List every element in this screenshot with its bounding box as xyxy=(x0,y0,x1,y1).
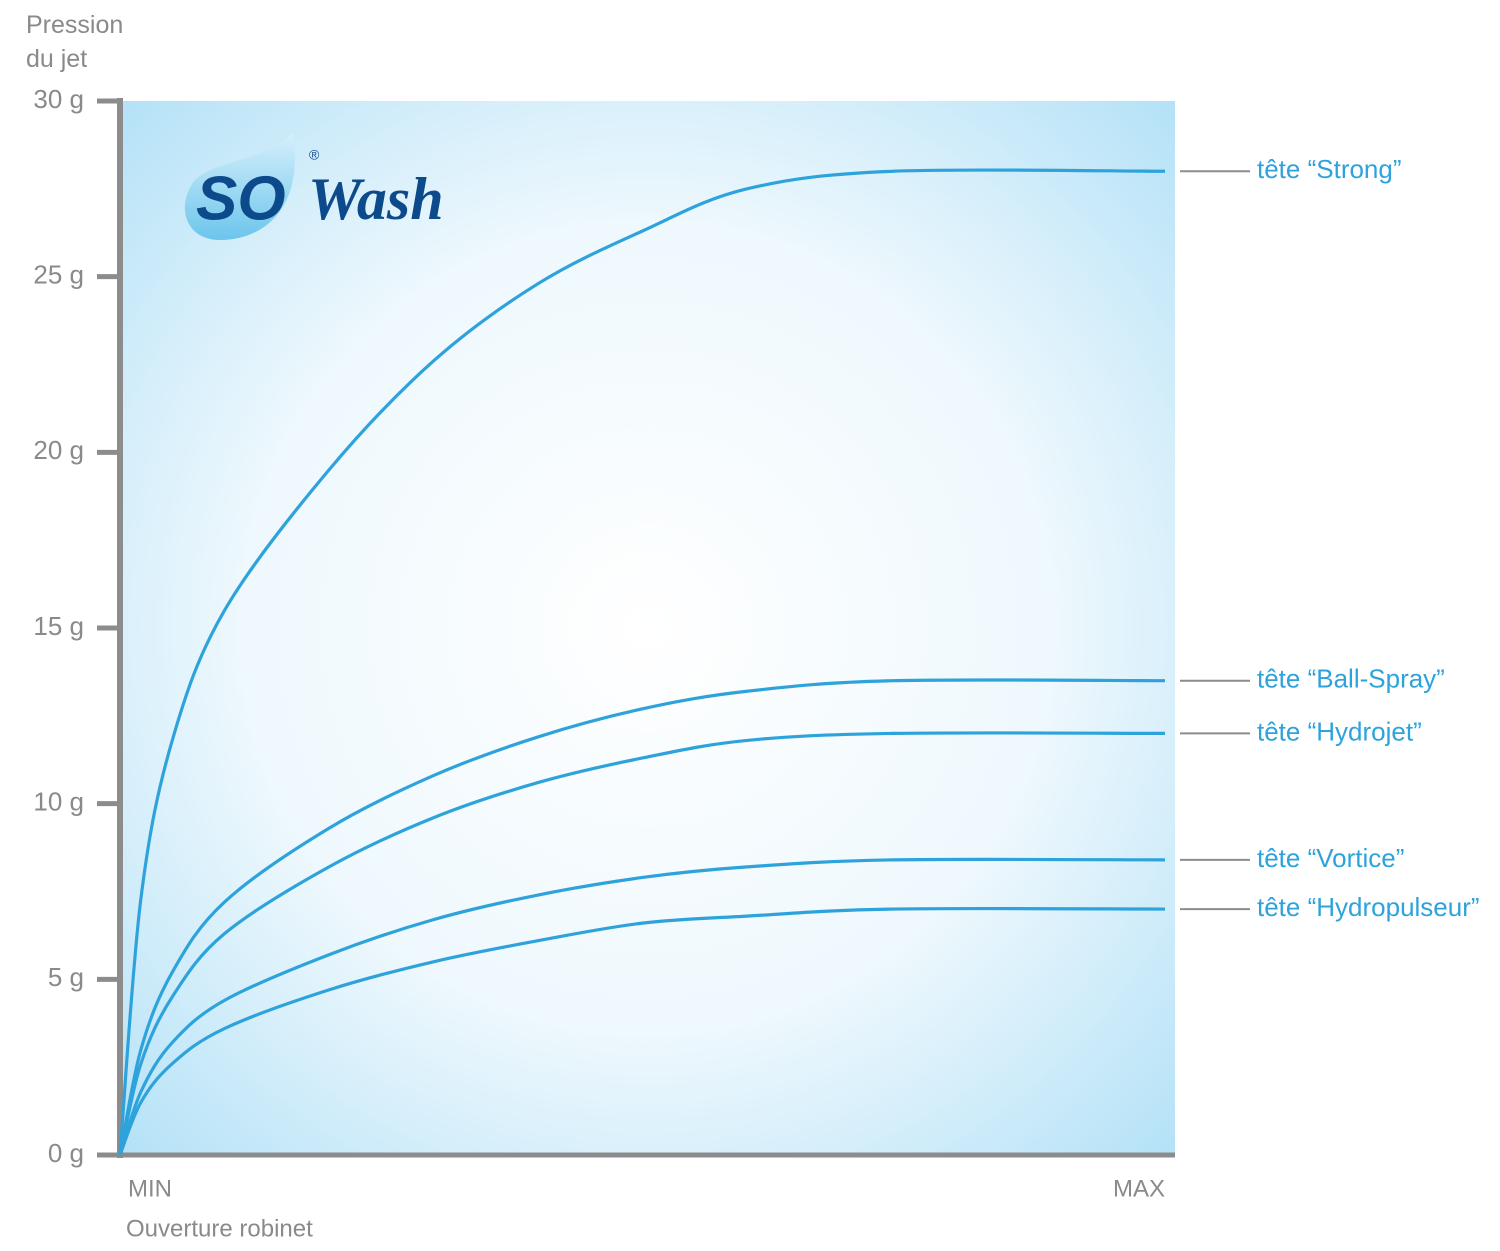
y-axis-label: Pression du jet xyxy=(26,11,124,73)
series-line xyxy=(118,731,1166,1156)
logo-mark: ® xyxy=(309,147,320,163)
legend-label: tête “Ball-Spray” xyxy=(1257,664,1445,694)
logo-text: SO xyxy=(196,164,286,233)
x-axis-label: Ouverture robinet xyxy=(126,1215,313,1242)
logo-text: Wash xyxy=(308,166,444,232)
y-tick-label: 25 g xyxy=(33,260,84,290)
legend-label: tête “Hydrojet” xyxy=(1257,716,1422,746)
series-line xyxy=(118,678,1166,1156)
x-tick-label: MIN xyxy=(128,1175,172,1202)
legend-label: tête “Vortice” xyxy=(1257,843,1404,873)
legend-label: tête “Hydropulseur” xyxy=(1257,892,1480,922)
y-tick-label: 10 g xyxy=(33,787,84,817)
y-tick-label: 30 g xyxy=(33,84,84,114)
y-tick-label: 15 g xyxy=(33,611,84,641)
x-tick-label: MAX xyxy=(1113,1175,1165,1202)
logo-drop xyxy=(184,133,295,240)
series-line xyxy=(118,168,1166,1156)
plot-background xyxy=(120,101,1175,1155)
y-tick-label: 20 g xyxy=(33,435,84,465)
legend-label: tête “Strong” xyxy=(1257,154,1402,184)
series-line xyxy=(118,857,1166,1156)
y-tick-label: 0 g xyxy=(48,1138,84,1168)
series-line xyxy=(118,906,1166,1156)
y-tick-label: 5 g xyxy=(48,962,84,992)
